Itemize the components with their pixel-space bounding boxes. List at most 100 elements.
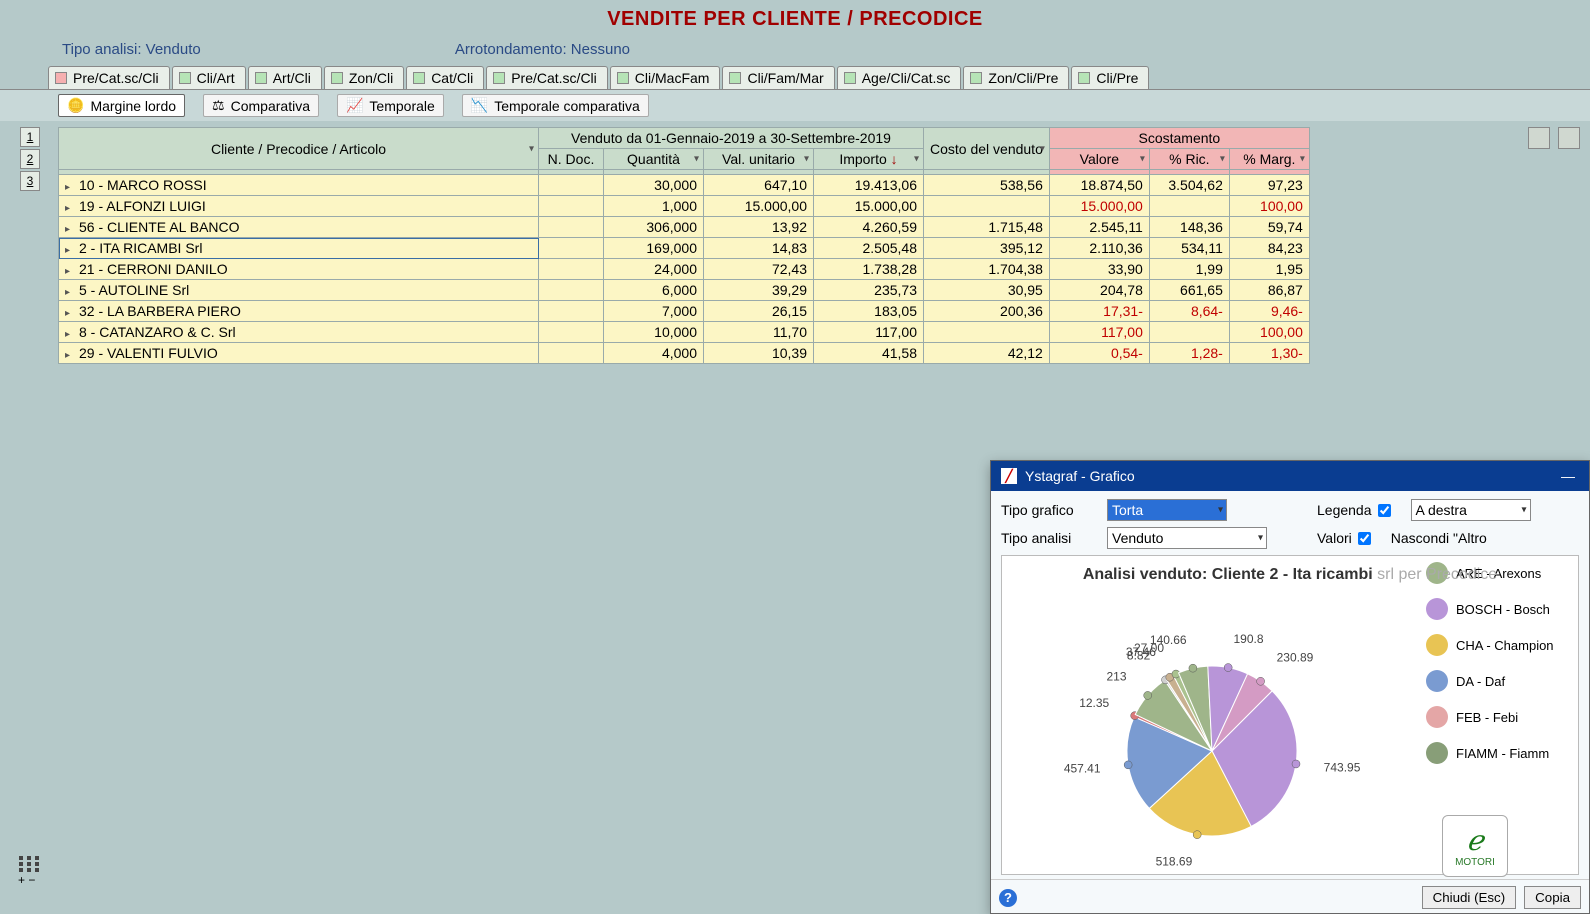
tab-cli-pre[interactable]: Cli/Pre — [1071, 66, 1149, 89]
tipo-grafico-combo[interactable]: Torta — [1107, 499, 1227, 521]
cell-cliente: 8 - CATANZARO & C. Srl — [59, 322, 539, 343]
level-2-button[interactable]: 2 — [20, 149, 40, 169]
minimize-button[interactable]: — — [1557, 467, 1579, 485]
cell: 100,00 — [1229, 196, 1309, 217]
help-icon[interactable]: ? — [999, 889, 1017, 907]
table-row[interactable]: 29 - VALENTI FULVIO4,00010,3941,5842,120… — [59, 343, 1310, 364]
tab-label: Cli/Fam/Mar — [747, 70, 823, 86]
pie-label: 518.69 — [1156, 854, 1193, 868]
col-val-unitario[interactable]: Val. unitario — [704, 149, 814, 170]
cell — [539, 301, 604, 322]
cell: 15.000,00 — [814, 196, 924, 217]
table-row[interactable]: 21 - CERRONI DANILO24,00072,431.738,281.… — [59, 259, 1310, 280]
col-importo[interactable]: Importo ↓ — [814, 149, 924, 170]
tab-pre-cat-sc-cli[interactable]: Pre/Cat.sc/Cli — [486, 66, 608, 89]
tab-pre-cat-sc-cli[interactable]: Pre/Cat.sc/Cli — [48, 66, 170, 89]
filter-vunit[interactable] — [704, 170, 814, 175]
legend-swatch-icon — [1426, 634, 1448, 656]
col-valore[interactable]: Valore — [1049, 149, 1149, 170]
tab-zon-cli[interactable]: Zon/Cli — [324, 66, 404, 89]
tipo-analisi-label: Tipo analisi: — [62, 41, 141, 58]
nascondi-altro-label: Nascondi "Altro — [1391, 530, 1487, 546]
tab-swatch-icon — [255, 72, 267, 84]
filter-costo[interactable] — [924, 170, 1050, 175]
cell: 1,95 — [1229, 259, 1309, 280]
col-ndoc[interactable]: N. Doc. — [539, 149, 604, 170]
cell — [1149, 196, 1229, 217]
table-row[interactable]: 56 - CLIENTE AL BANCO306,00013,924.260,5… — [59, 217, 1310, 238]
valori-checkbox[interactable] — [1358, 532, 1371, 545]
tab-cli-macfam[interactable]: Cli/MacFam — [610, 66, 721, 89]
toolbar-temporale-comparativa[interactable]: 📉Temporale comparativa — [462, 94, 649, 117]
col-importo-label: Importo — [839, 151, 886, 167]
tipo-analisi-chart-label: Tipo analisi — [1001, 530, 1097, 546]
tipo-analisi-combo[interactable]: Venduto — [1107, 527, 1267, 549]
toolbar-label: Margine lordo — [90, 98, 176, 114]
cell: 18.874,50 — [1049, 175, 1149, 196]
legenda-checkbox[interactable] — [1378, 504, 1391, 517]
level-3-button[interactable]: 3 — [20, 171, 40, 191]
cell: 41,58 — [814, 343, 924, 364]
cell — [539, 322, 604, 343]
cell: 661,65 — [1149, 280, 1229, 301]
toolbar-comparativa[interactable]: ⚖Comparativa — [203, 94, 319, 117]
table-row[interactable]: 10 - MARCO ROSSI30,000647,1019.413,06538… — [59, 175, 1310, 196]
chart-window-titlebar[interactable]: ╱ Ystagraf - Grafico — — [991, 461, 1589, 491]
layout-icon[interactable] — [1528, 127, 1550, 149]
tab-age-cli-cat-sc[interactable]: Age/Cli/Cat.sc — [837, 66, 962, 89]
tab-cli-art[interactable]: Cli/Art — [172, 66, 246, 89]
level-1-button[interactable]: 1 — [20, 127, 40, 147]
cell: 39,29 — [704, 280, 814, 301]
cell: 84,23 — [1229, 238, 1309, 259]
filter-importo[interactable] — [814, 170, 924, 175]
page-title: VENDITE PER CLIENTE / PRECODICE — [0, 0, 1590, 37]
cell — [1149, 322, 1229, 343]
table-row[interactable]: 8 - CATANZARO & C. Srl10,00011,70117,001… — [59, 322, 1310, 343]
copia-button[interactable]: Copia — [1524, 886, 1581, 909]
table-row[interactable]: 2 - ITA RICAMBI Srl169,00014,832.505,483… — [59, 238, 1310, 259]
legenda-pos-combo[interactable]: A destra — [1411, 499, 1531, 521]
filter-valore[interactable] — [1049, 170, 1149, 175]
cell: 13,92 — [704, 217, 814, 238]
col-marg[interactable]: % Marg. — [1229, 149, 1309, 170]
filter-ndoc[interactable] — [539, 170, 604, 175]
analysis-info: Tipo analisi: Venduto Arrotondamento: Ne… — [0, 37, 1590, 66]
logo-e-icon: ℯ — [1467, 824, 1484, 857]
resize-grip[interactable]: + − — [18, 855, 40, 887]
filter-cliente[interactable] — [59, 170, 539, 175]
toolbar-margine-lordo[interactable]: 🪙Margine lordo — [58, 94, 185, 117]
col-cliente[interactable]: Cliente / Precodice / Articolo — [59, 128, 539, 170]
tab-art-cli[interactable]: Art/Cli — [248, 66, 322, 89]
cell: 538,56 — [924, 175, 1050, 196]
table-row[interactable]: 32 - LA BARBERA PIERO7,00026,15183,05200… — [59, 301, 1310, 322]
grid-icon[interactable] — [1558, 127, 1580, 149]
filter-qta[interactable] — [604, 170, 704, 175]
col-quantita[interactable]: Quantità — [604, 149, 704, 170]
filter-ric[interactable] — [1149, 170, 1229, 175]
cell: 72,43 — [704, 259, 814, 280]
col-ric[interactable]: % Ric. — [1149, 149, 1229, 170]
filter-marg[interactable] — [1229, 170, 1309, 175]
tab-swatch-icon — [55, 72, 67, 84]
legend-label: DA - Daf — [1456, 674, 1505, 689]
cell: 30,95 — [924, 280, 1050, 301]
legend-swatch-icon — [1426, 742, 1448, 764]
table-row[interactable]: 5 - AUTOLINE Srl6,00039,29235,7330,95204… — [59, 280, 1310, 301]
tab-cli-fam-mar[interactable]: Cli/Fam/Mar — [722, 66, 834, 89]
chiudi-button[interactable]: Chiudi (Esc) — [1422, 886, 1517, 909]
logo-text: MOTORI — [1455, 857, 1495, 868]
col-costo[interactable]: Costo del venduto — [924, 128, 1050, 170]
tab-zon-cli-pre[interactable]: Zon/Cli/Pre — [963, 66, 1069, 89]
cell-cliente: 29 - VALENTI FULVIO — [59, 343, 539, 364]
pie-label: 12.35 — [1079, 696, 1109, 710]
toolbar-label: Temporale — [369, 98, 434, 114]
toolbar-temporale[interactable]: 📈Temporale — [337, 94, 444, 117]
cell — [924, 196, 1050, 217]
tab-label: Zon/Cli/Pre — [988, 70, 1058, 86]
table-row[interactable]: 19 - ALFONZI LUIGI1,00015.000,0015.000,0… — [59, 196, 1310, 217]
tab-cat-cli[interactable]: Cat/Cli — [406, 66, 484, 89]
cell-cliente: 32 - LA BARBERA PIERO — [59, 301, 539, 322]
tab-label: Cli/Art — [197, 70, 235, 86]
cell-cliente: 19 - ALFONZI LUIGI — [59, 196, 539, 217]
col-group-scostamento: Scostamento — [1049, 128, 1309, 149]
